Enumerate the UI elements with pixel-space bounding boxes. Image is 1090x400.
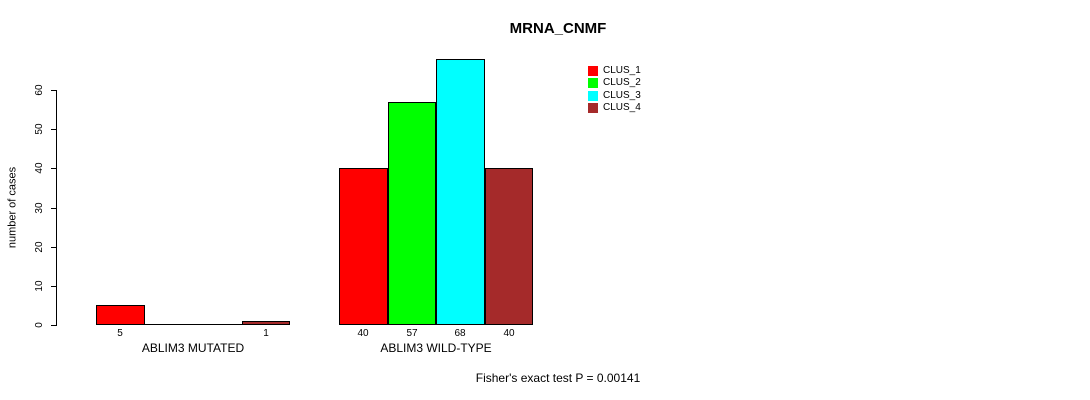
bar-clus_2-zero <box>145 324 193 325</box>
y-tick <box>51 325 56 326</box>
y-tick-label: 60 <box>34 84 45 96</box>
bar-value-label: 57 <box>406 328 418 339</box>
bar-clus_1 <box>339 168 388 325</box>
bar-clus_3-zero <box>193 324 242 325</box>
legend-label: CLUS_4 <box>603 102 641 114</box>
y-axis-line <box>56 90 57 326</box>
y-tick-label: 0 <box>34 322 45 328</box>
legend-swatch-clus_3 <box>588 90 598 101</box>
legend-label: CLUS_1 <box>603 65 641 76</box>
x-category-label: ABLIM3 WILD-TYPE <box>380 341 492 355</box>
bar-value-label: 40 <box>503 328 515 339</box>
legend-item: CLUS_2 <box>588 77 641 89</box>
y-tick <box>51 286 56 287</box>
y-axis-label: number of cases <box>6 166 19 249</box>
legend-item: CLUS_1 <box>588 66 641 76</box>
bar-clus_3 <box>436 59 485 325</box>
bar-value-label: 1 <box>263 328 269 339</box>
legend-swatch-clus_4 <box>588 103 598 114</box>
y-tick <box>51 247 56 248</box>
chart-title: MRNA_CNMF <box>509 20 607 37</box>
x-category-label: ABLIM3 MUTATED <box>141 341 245 355</box>
legend-label: CLUS_2 <box>603 77 641 89</box>
legend-item: CLUS_4 <box>588 102 641 114</box>
bar-clus_4 <box>242 321 290 325</box>
y-tick-label: 10 <box>34 280 45 292</box>
legend: CLUS_1 CLUS_2 CLUS_3 CLUS_4 <box>588 66 641 116</box>
bar-value-label: 40 <box>357 328 369 339</box>
y-tick-label: 20 <box>34 241 45 253</box>
bar-clus_2 <box>388 102 436 325</box>
bar-value-label: 5 <box>117 328 123 339</box>
bar-value-label: 68 <box>454 328 466 339</box>
legend-label: CLUS_3 <box>603 89 641 101</box>
legend-item: CLUS_3 <box>588 89 641 101</box>
legend-swatch-clus_2 <box>588 78 598 89</box>
y-tick-label: 50 <box>34 123 45 135</box>
y-tick <box>51 208 56 209</box>
y-tick <box>51 168 56 169</box>
bar-clus_4 <box>485 168 533 325</box>
y-tick-label: 40 <box>34 162 45 174</box>
y-tick <box>51 129 56 130</box>
y-tick <box>51 90 56 91</box>
bar-clus_1 <box>96 305 145 325</box>
legend-swatch-clus_1 <box>588 66 598 76</box>
stat-annotation: Fisher's exact test P = 0.00141 <box>475 371 641 385</box>
y-tick-label: 30 <box>34 202 45 214</box>
